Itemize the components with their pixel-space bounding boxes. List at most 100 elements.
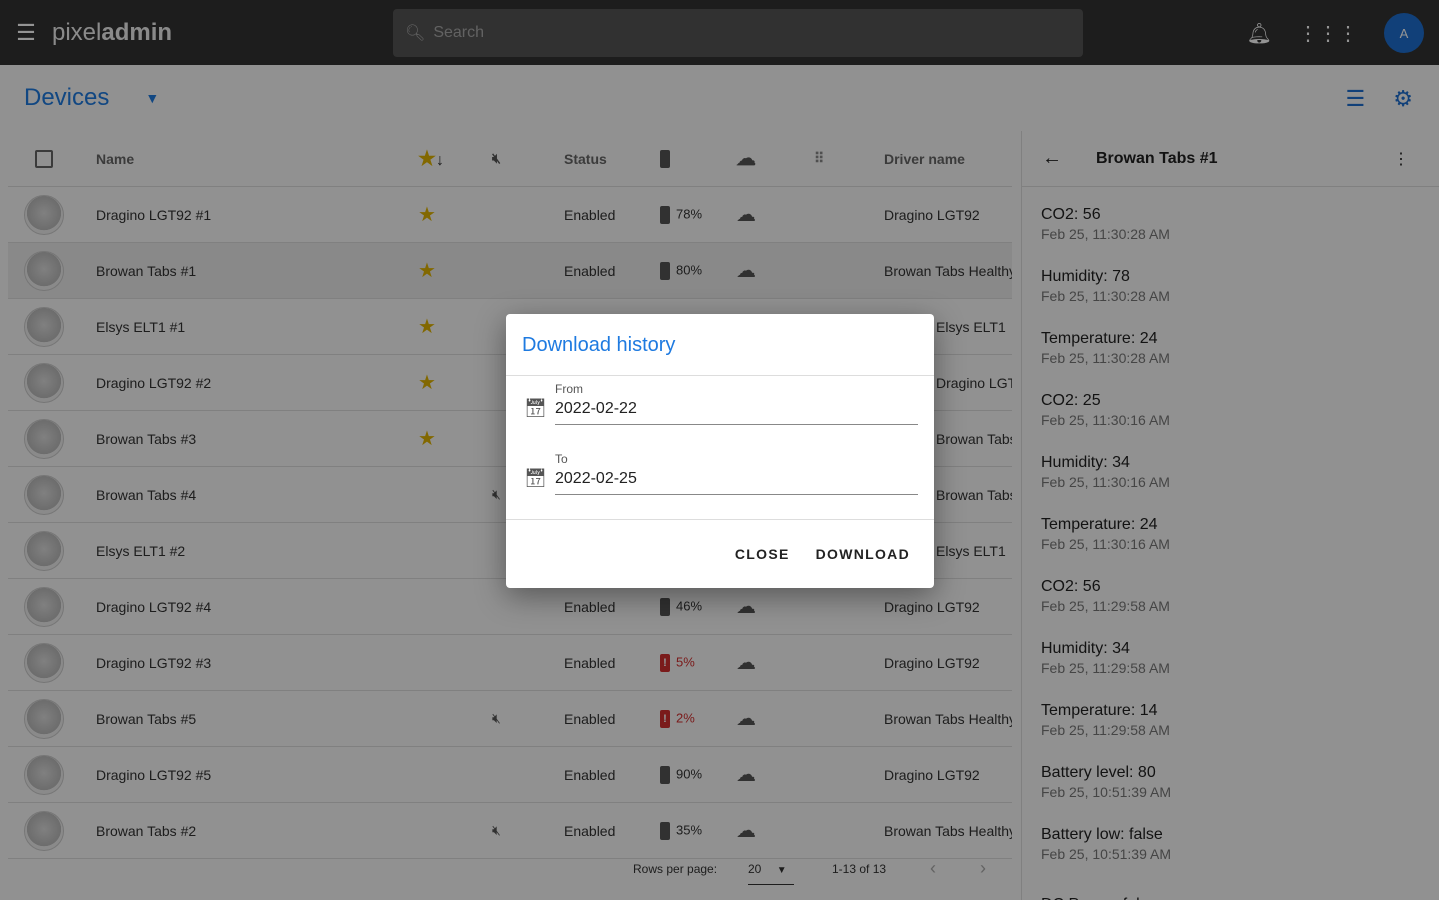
device-thumbnail-browan — [24, 474, 64, 515]
header-driver-name[interactable]: Driver name — [884, 150, 965, 167]
more-vert-icon[interactable]: ⋮ — [1393, 150, 1409, 168]
rows-per-page-select[interactable]: 20 ▼ — [748, 854, 794, 885]
filter-sliders-icon[interactable]: ☰ — [1345, 86, 1366, 111]
device-name: Elsys ELT1 #2 — [96, 542, 186, 559]
pagination: Rows per page: 20 ▼ 1-13 of 13 ‹ › — [8, 840, 1012, 900]
chevron-down-icon[interactable]: ▼ — [145, 89, 160, 106]
signal-dots-icon[interactable]: ⠿ — [814, 150, 825, 166]
battery-level: 46% — [660, 597, 703, 616]
battery-icon: ! — [660, 653, 670, 672]
event-item: Temperature: 24 Feb 25, 11:30:28 AM — [1022, 317, 1439, 379]
device-status: Enabled — [564, 710, 616, 727]
star-icon[interactable]: ★ — [418, 372, 436, 394]
apps-grid-icon[interactable]: ⋮⋮⋮ — [1298, 22, 1358, 45]
battery-percent: 35% — [676, 821, 703, 837]
star-icon[interactable]: ★ — [418, 260, 436, 282]
event-item: CO2: 56 Feb 25, 11:29:58 AM — [1022, 565, 1439, 627]
driver-name: Browan Tabs Healthy — [936, 430, 1012, 447]
device-name: Dragino LGT92 #3 — [96, 654, 212, 671]
calendar-icon[interactable]: 📅︎ — [524, 468, 547, 488]
mute-icon[interactable]: 🔇︎ — [492, 710, 501, 726]
device-thumbnail-dragino — [24, 362, 64, 403]
driver-name: Dragino LGT92 — [884, 598, 980, 615]
device-status: Enabled — [564, 822, 616, 839]
dialog-title: Download history — [506, 314, 934, 376]
gear-icon[interactable]: ⚙ — [1393, 86, 1413, 111]
prev-page-icon[interactable]: ‹ — [930, 858, 936, 878]
table-row[interactable]: Browan Tabs #2 🔇︎ Enabled 35% ☁︎ Browan … — [8, 803, 1012, 859]
device-thumbnail-browan — [24, 418, 64, 459]
event-time: Feb 25, 11:30:28 AM — [1041, 226, 1170, 242]
battery-icon — [660, 821, 670, 840]
event-value: CO2: 25 — [1041, 392, 1101, 409]
event-value: Humidity: 78 — [1041, 268, 1130, 285]
app-bar: ☰ pixeladmin 🔍︎ 🔔︎ ⋮⋮⋮ A — [0, 0, 1439, 65]
driver-name: Dragino LGT92 — [884, 206, 980, 223]
event-value: Battery low: false — [1041, 826, 1163, 843]
mute-icon[interactable]: 🔇︎ — [492, 150, 501, 166]
close-button[interactable]: CLOSE — [727, 538, 798, 570]
to-label: To — [555, 452, 568, 466]
battery-percent: 46% — [676, 597, 703, 613]
device-name: Dragino LGT92 #4 — [96, 598, 212, 615]
download-button[interactable]: DOWNLOAD — [808, 538, 918, 570]
battery-icon[interactable] — [660, 149, 670, 168]
event-time: Feb 25, 10:51:39 AM — [1041, 846, 1171, 862]
star-icon[interactable]: ★ — [418, 204, 436, 226]
battery-icon — [660, 765, 670, 784]
table-row[interactable]: Dragino LGT92 #4 Enabled 46% ☁︎ Dragino … — [8, 579, 1012, 635]
star-icon[interactable]: ★ — [418, 428, 436, 450]
header-name[interactable]: Name — [96, 150, 135, 167]
event-time: Feb 25, 11:30:28 AM — [1041, 288, 1170, 304]
driver-name: Dragino LGT92 — [884, 654, 980, 671]
battery-percent: 80% — [676, 261, 703, 277]
table-row[interactable]: Dragino LGT92 #1 ★ Enabled 78% ☁︎ Dragin… — [8, 187, 1012, 243]
to-date-input[interactable] — [555, 466, 918, 495]
battery-icon — [660, 597, 670, 616]
bell-icon[interactable]: 🔔︎ — [1246, 22, 1272, 45]
rows-per-page-label: Rows per page: — [633, 862, 718, 876]
event-time: Feb 25, 11:29:58 AM — [1041, 598, 1170, 614]
cloud-icon: ☁︎ — [736, 260, 756, 282]
battery-icon: ! — [660, 709, 670, 728]
device-name: Dragino LGT92 #2 — [96, 374, 212, 391]
back-arrow-icon[interactable]: ← — [1042, 147, 1062, 169]
event-item: Temperature: 14 Feb 25, 11:29:58 AM — [1022, 689, 1439, 751]
event-item: Humidity: 34 Feb 25, 11:30:16 AM — [1022, 441, 1439, 503]
mute-icon[interactable]: 🔇︎ — [492, 822, 501, 838]
next-page-icon[interactable]: › — [980, 858, 986, 878]
table-row[interactable]: Dragino LGT92 #5 Enabled 90% ☁︎ Dragino … — [8, 747, 1012, 803]
cloud-icon: ☁︎ — [736, 708, 756, 730]
star-sort-icon[interactable]: ★↓ — [418, 148, 444, 170]
battery-level: 35% — [660, 821, 703, 840]
avatar[interactable]: A — [1384, 13, 1424, 53]
cloud-icon: ☁︎ — [736, 820, 756, 842]
star-icon[interactable]: ★ — [418, 316, 436, 338]
battery-percent: 78% — [676, 205, 703, 221]
select-all-checkbox[interactable] — [35, 149, 53, 168]
battery-percent: 90% — [676, 765, 703, 781]
device-name: Browan Tabs #3 — [96, 430, 197, 447]
device-name: Browan Tabs #4 — [96, 486, 197, 503]
logo-text: pixel — [52, 18, 102, 46]
from-date-input[interactable] — [555, 396, 918, 425]
header-status[interactable]: Status — [564, 150, 607, 167]
cloud-icon: ☁︎ — [736, 596, 756, 618]
page-range: 1-13 of 13 — [832, 862, 887, 876]
download-history-dialog: Download history 📅︎ From 📅︎ To CLOSE DOW… — [506, 314, 934, 588]
table-row[interactable]: Dragino LGT92 #3 Enabled ! 5% ☁︎ Dragino … — [8, 635, 1012, 691]
logo[interactable]: pixeladmin — [52, 19, 392, 47]
mute-icon[interactable]: 🔇︎ — [492, 486, 501, 502]
driver-name: Browan Tabs Healthy — [936, 486, 1012, 503]
battery-level: ! 5% — [660, 653, 695, 672]
calendar-icon[interactable]: 📅︎ — [524, 398, 547, 418]
cloud-icon[interactable]: ☁︎ — [736, 148, 756, 170]
table-row[interactable]: Browan Tabs #5 🔇︎ Enabled ! 2% ☁︎ Browan … — [8, 691, 1012, 747]
device-name: Browan Tabs #5 — [96, 710, 197, 727]
event-value: CO2: 56 — [1041, 578, 1101, 595]
event-time: Feb 25, 11:30:16 AM — [1041, 536, 1170, 552]
table-row[interactable]: Browan Tabs #1 ★ Enabled 80% ☁︎ Browan T… — [8, 243, 1012, 299]
event-time: Feb 25, 11:29:58 AM — [1041, 660, 1170, 676]
search-input[interactable] — [433, 24, 1034, 42]
menu-icon[interactable]: ☰ — [16, 19, 36, 45]
